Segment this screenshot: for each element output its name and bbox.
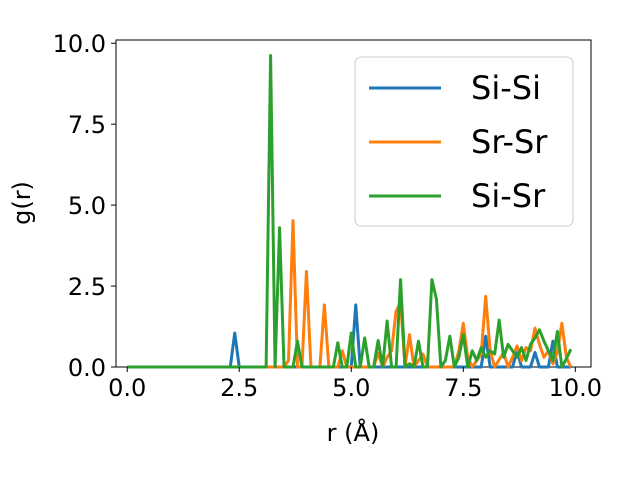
legend: Si-Si Sr-Sr Si-Sr	[354, 56, 574, 227]
x-tick-label: 2.5	[220, 374, 258, 402]
y-axis-title: g(r)	[8, 181, 36, 225]
y-tick-label: 10.0	[53, 30, 106, 58]
y-tick-label: 5.0	[68, 192, 106, 220]
y-axis-ticks: 0.0 2.5 5.0 7.5 10.0	[53, 30, 116, 382]
x-axis-title: r (Å)	[327, 418, 380, 447]
legend-label-sr-sr: Sr-Sr	[471, 123, 548, 161]
y-tick-label: 7.5	[68, 111, 106, 139]
legend-label-si-si: Si-Si	[471, 69, 541, 107]
plot-area	[115, 39, 592, 369]
legend-box	[354, 56, 574, 227]
y-tick-label: 2.5	[68, 273, 106, 301]
series-line-si-sr	[127, 54, 573, 369]
x-tick-label: 0.0	[108, 374, 146, 402]
x-axis-ticks: 0.0 2.5 5.0 7.5 10.0	[108, 367, 602, 402]
x-tick-label: 5.0	[332, 374, 370, 402]
y-tick-label: 0.0	[68, 354, 106, 382]
x-tick-label: 7.5	[444, 374, 482, 402]
legend-label-si-sr: Si-Sr	[471, 177, 546, 215]
series-layer	[127, 54, 573, 369]
legend-items: Si-Si Sr-Sr Si-Sr	[369, 69, 548, 215]
x-tick-label: 10.0	[549, 374, 602, 402]
